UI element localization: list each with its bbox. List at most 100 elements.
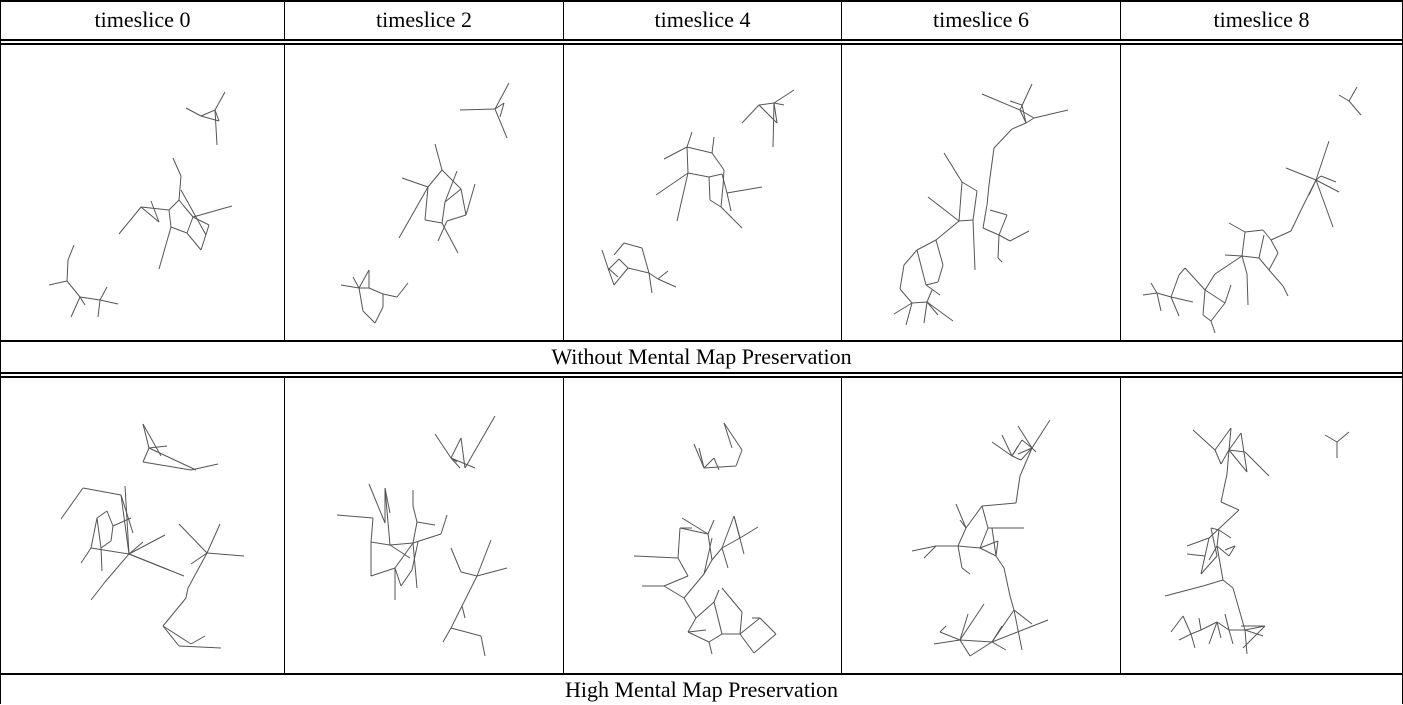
- graph-edge: [1021, 104, 1027, 124]
- graph-edge: [1214, 449, 1222, 465]
- graph-panel-r1-c3: [893, 83, 1069, 326]
- graph-edge: [893, 302, 913, 315]
- graph-edge: [899, 264, 905, 290]
- graph-edge: [389, 544, 411, 559]
- graph-edge: [461, 575, 478, 607]
- graph-edge: [1220, 449, 1230, 465]
- graph-edge: [1210, 527, 1218, 557]
- graph-edge: [1013, 609, 1023, 651]
- graph-edge: [721, 587, 743, 613]
- graph-edge: [1224, 254, 1243, 257]
- graph-edge: [1336, 431, 1350, 443]
- graph-edge: [1240, 432, 1248, 473]
- graph-edge: [465, 183, 476, 216]
- graph-edge: [1228, 629, 1234, 645]
- graph-edge: [657, 270, 669, 280]
- graph-edge: [1244, 629, 1248, 655]
- graph-edge: [965, 505, 983, 529]
- graph-edge: [655, 172, 689, 196]
- graph-edge: [370, 567, 396, 577]
- graph-edge: [416, 521, 436, 526]
- row2-top-rule: [0, 376, 1403, 378]
- graph-edge: [384, 487, 391, 546]
- graph-edge: [613, 267, 629, 286]
- graph-edge: [412, 542, 418, 589]
- graph-edge: [958, 181, 963, 222]
- graph-edge: [200, 115, 220, 122]
- graph-edge: [981, 505, 989, 529]
- graph-edge: [981, 93, 1021, 111]
- col-rule-3-header: [841, 0, 842, 41]
- graph-edge: [187, 552, 208, 589]
- graph-edge: [150, 200, 160, 223]
- graph-edge: [1315, 179, 1334, 228]
- graph-edge: [450, 605, 463, 629]
- graph-edge: [1204, 273, 1216, 291]
- graph-edge: [703, 457, 715, 469]
- graph-edge: [713, 589, 720, 603]
- graph-edge: [991, 641, 1007, 651]
- graph-edge: [1228, 449, 1248, 473]
- graph-edge: [460, 437, 466, 469]
- col-rule-2-row1: [563, 43, 564, 342]
- graph-panel-r2-c2: [633, 422, 777, 655]
- graph-edge: [979, 540, 999, 549]
- graph-edge: [1182, 615, 1192, 635]
- graph-edge: [214, 109, 220, 122]
- row2-images-bottom-rule: [0, 673, 1403, 675]
- graph-edge: [186, 216, 194, 234]
- graph-edge: [969, 641, 993, 657]
- graph-edge: [959, 519, 967, 529]
- graph-edge: [1270, 230, 1292, 241]
- graph-edge: [148, 445, 168, 449]
- graph-edge: [733, 515, 745, 555]
- graph-edge: [708, 176, 711, 201]
- graph-edge: [1208, 621, 1218, 645]
- graph-edge: [1216, 621, 1230, 631]
- graph-edge: [1019, 109, 1035, 119]
- graph-edge: [991, 625, 1003, 643]
- graph-edge: [1244, 451, 1270, 477]
- graph-edge: [926, 289, 933, 303]
- graph-edge: [925, 284, 941, 296]
- graph-edge: [142, 423, 150, 449]
- graph-edge: [1244, 629, 1264, 637]
- graph-edge: [1200, 555, 1218, 575]
- graph-edge: [168, 209, 172, 228]
- graph-edge: [370, 541, 391, 546]
- graph-edge: [1011, 122, 1027, 130]
- graph-edge: [178, 175, 182, 201]
- graph-edge: [1011, 455, 1022, 461]
- graph-edge: [607, 267, 619, 278]
- graph-edge: [1021, 439, 1033, 449]
- graph-edge: [1031, 419, 1051, 449]
- graph-edge: [711, 547, 723, 561]
- graph-edge: [1204, 537, 1210, 557]
- col-rule-3-row2: [841, 376, 842, 675]
- graph-edge: [961, 567, 971, 575]
- graph-edge: [48, 280, 68, 286]
- graph-edge: [358, 269, 370, 289]
- graph-edge: [735, 449, 743, 467]
- graph-edge: [214, 91, 226, 111]
- graph-edge: [1241, 255, 1248, 275]
- graph-edge: [687, 629, 707, 633]
- graph-edge: [997, 234, 1000, 259]
- graph-edge: [90, 547, 130, 555]
- graph-edge: [450, 437, 462, 459]
- graph-edge: [99, 286, 108, 301]
- graph-edge: [480, 635, 486, 657]
- col-rule-4-header: [1120, 0, 1121, 41]
- graph-edge: [773, 102, 778, 124]
- graph-edge: [401, 177, 429, 188]
- graph-edge: [206, 552, 245, 557]
- graph-edge: [1210, 302, 1226, 322]
- column-header-2: timeslice 4: [654, 7, 751, 32]
- graph-edge: [412, 521, 418, 544]
- graph-edge: [741, 104, 760, 124]
- graph-edge: [398, 186, 429, 239]
- col-rule-1-row1: [284, 43, 285, 342]
- row1-images-bottom-rule: [0, 340, 1403, 342]
- graph-edge: [476, 567, 508, 577]
- graph-edge: [1019, 109, 1027, 124]
